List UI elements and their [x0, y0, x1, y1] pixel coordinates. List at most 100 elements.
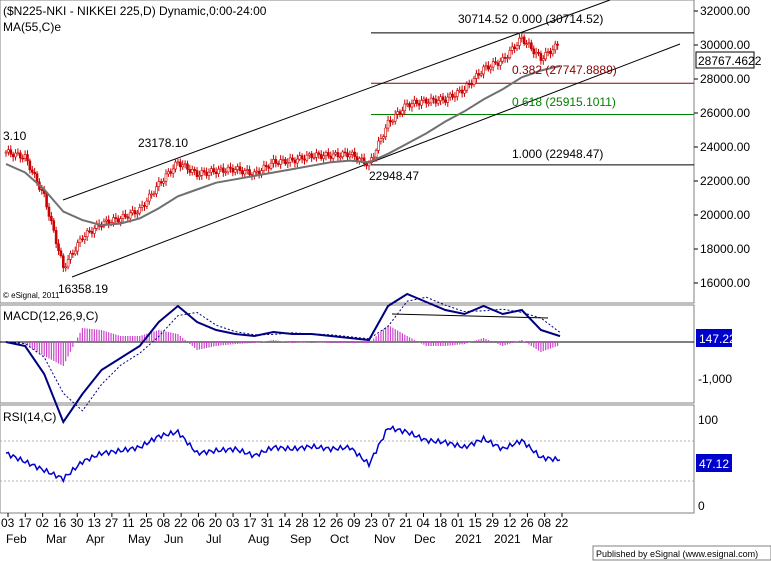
candle-body — [374, 150, 378, 158]
candle-body — [446, 96, 450, 103]
candle-body — [319, 154, 323, 159]
candle-body — [475, 73, 478, 79]
candle-body — [298, 155, 302, 160]
ma-legend: MA(55,C)e — [3, 20, 61, 34]
copyright-text: © eSignal, 2011 — [3, 291, 60, 300]
date-tick-label: 16 — [53, 516, 67, 530]
candle-body — [23, 154, 27, 159]
candle-body — [116, 218, 120, 223]
date-tick-label: 03 — [226, 516, 240, 530]
candle-body — [257, 170, 261, 175]
candle-body — [150, 193, 153, 196]
candle-body — [93, 228, 96, 234]
candle-body — [422, 98, 426, 101]
candle-body — [88, 230, 91, 233]
date-tick-label: 25 — [140, 516, 154, 530]
candle-body — [515, 45, 519, 50]
candle-body — [479, 73, 483, 76]
candle-body — [69, 253, 72, 260]
date-tick-label: 31 — [261, 516, 275, 530]
rsi-tick-100: 100 — [698, 413, 718, 427]
candle-body — [90, 231, 94, 234]
rsi-tick-0: 0 — [698, 499, 705, 513]
price-axis: 32000.00 30000.00 28000.00 26000.00 24000.00… — [694, 4, 750, 290]
candle-body — [9, 149, 13, 155]
candle-body — [224, 171, 227, 174]
candle-body — [124, 213, 127, 218]
candle-body — [315, 152, 318, 158]
candle-body — [553, 43, 557, 51]
candle-body — [303, 158, 306, 161]
moving-average — [5, 65, 561, 227]
candle-body — [47, 206, 51, 217]
candle-body — [477, 73, 481, 76]
candle-body — [21, 157, 25, 160]
macd-line — [5, 292, 561, 425]
candle-body — [205, 171, 208, 176]
month-label: Sep — [290, 532, 312, 546]
candle-body — [463, 89, 466, 94]
price-tick-label: 20000.00 — [700, 208, 750, 222]
date-tick-label: 22 — [555, 516, 569, 530]
month-label: Jun — [164, 532, 183, 546]
macd-value: 147.22 — [699, 332, 736, 346]
candle-body — [193, 169, 196, 171]
candle-body — [136, 212, 139, 215]
candle-body — [310, 153, 313, 159]
candle-body — [544, 52, 547, 60]
candle-body — [415, 99, 419, 104]
candle-body — [35, 173, 39, 183]
month-label: Nov — [374, 532, 395, 546]
candle-body — [162, 180, 165, 184]
date-tick-label: 13 — [88, 516, 102, 530]
candle-body — [386, 119, 390, 129]
macd-panel — [0, 304, 695, 404]
macd-divergence-line — [391, 313, 549, 319]
candle-body — [243, 170, 247, 175]
price-tick-label: 30000.00 — [700, 38, 750, 52]
candle-body — [159, 181, 163, 184]
date-tick-label: 23 — [365, 516, 379, 530]
candle-body — [429, 97, 433, 104]
candle-body — [482, 66, 485, 75]
month-label: May — [128, 532, 151, 546]
candle-body — [269, 162, 273, 169]
candle-body — [541, 58, 545, 61]
price-tick-label: 18000.00 — [700, 242, 750, 256]
candle-body — [496, 62, 500, 66]
date-tick-label: 09 — [347, 516, 361, 530]
candle-body — [494, 61, 497, 64]
candle-body — [128, 212, 132, 219]
candle-body — [138, 207, 142, 214]
candle-body — [401, 110, 404, 115]
date-tick-label: 14 — [278, 516, 292, 530]
candle-body — [188, 169, 192, 173]
candle-body — [434, 98, 438, 104]
candle-body — [7, 149, 10, 153]
candle-body — [143, 204, 146, 207]
candle-body — [112, 217, 115, 223]
candle-body — [241, 170, 244, 175]
candle-body — [453, 96, 457, 98]
candle-body — [518, 37, 521, 46]
candle-body — [52, 220, 56, 231]
candle-body — [350, 151, 354, 155]
month-label: Jul — [206, 532, 221, 546]
month-label: 2021 — [494, 532, 521, 546]
month-label: Apr — [86, 532, 105, 546]
date-tick-label: 03 — [1, 516, 15, 530]
candle-body — [465, 83, 469, 91]
candle-body — [396, 111, 399, 115]
channel-upper-line — [62, 0, 611, 201]
rsi-value: 47.12 — [699, 457, 729, 471]
date-tick-label: 30 — [70, 516, 84, 530]
candle-body — [248, 169, 251, 175]
price-tick-label: 22000.00 — [700, 174, 750, 188]
candle-body — [381, 136, 385, 139]
candle-body — [525, 43, 528, 45]
candle-body — [424, 98, 428, 104]
date-tick-label: 26 — [330, 516, 344, 530]
candle-body — [19, 152, 22, 159]
candle-body — [501, 56, 504, 62]
price-tick-label: 28000.00 — [700, 72, 750, 86]
